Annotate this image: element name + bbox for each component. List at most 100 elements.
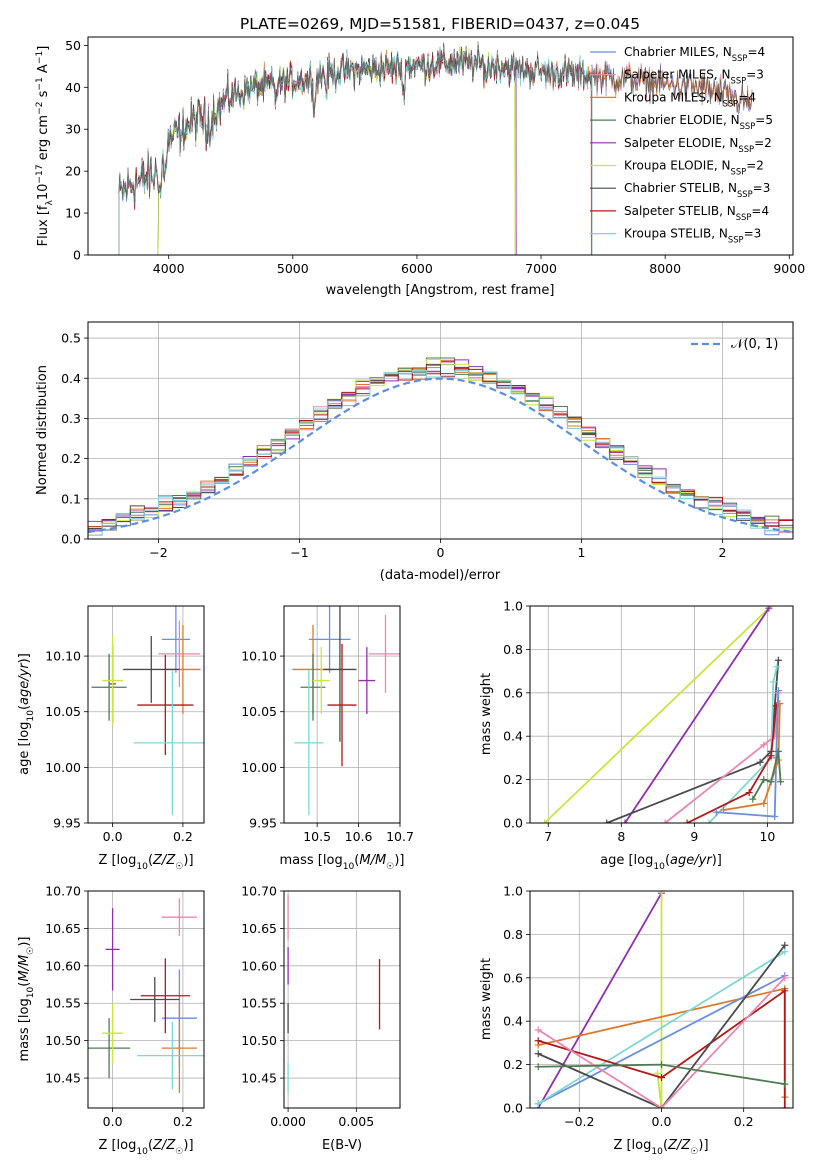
x-tick-label: 10.7 [386, 829, 414, 844]
axes-frame [283, 890, 401, 1109]
histogram-kroupa-stelib [88, 369, 793, 539]
point-marker [776, 700, 784, 708]
x-tick-label: 0.000 [270, 1114, 306, 1129]
y-tick-label: 10.55 [45, 996, 81, 1011]
legend-entry-salpeter-miles: Salpeter MILES, NSSP=3 [624, 68, 764, 86]
x-tick-label: 0.005 [338, 1114, 374, 1129]
y-tick-label: 0.5 [61, 331, 81, 346]
y-axis-label-mass-vs-z: mass [log10(M/M☉)] [17, 937, 36, 1062]
axes-age-vs-mass: 10.5 10.6 10.7 9.95 10.00 10.05 10.10 mass [log… [241, 605, 414, 872]
x-tick-label: 10.5 [303, 829, 331, 844]
point-marker [781, 941, 789, 949]
point-marker [769, 678, 777, 686]
plot-area-mass-vs-ebv [284, 891, 400, 1108]
y-tick-label: 0.8 [503, 642, 523, 657]
x-axis-label-spectrum: wavelength [Angstrom, rest frame] [326, 283, 555, 298]
plot-area-mass-vs-z [88, 891, 204, 1108]
legend-entry-chabrier-stelib: Chabrier STELIB, NSSP=3 [624, 181, 770, 199]
point-marker [603, 819, 611, 823]
point-marker [658, 1061, 665, 1069]
y-tick-label: 10.00 [241, 760, 277, 775]
figure-title: PLATE=0269, MJD=51581, FIBERID=0437, z=0… [240, 15, 640, 33]
legend-entry-kroupa-miles: Kroupa MILES, NSSP=4 [624, 90, 756, 108]
axes-mass-weight-vs-age: 7 8 9 10 0.0 0.2 0.4 0.6 0.8 1.0 age [log10(age/yr… [479, 599, 794, 872]
x-tick-label: 4000 [153, 261, 185, 276]
y-tick-label: 0.4 [61, 371, 81, 386]
y-tick-label: 1.0 [503, 599, 523, 614]
point-marker [774, 687, 782, 695]
y-tick-label: 10.60 [45, 958, 81, 973]
x-tick-label: 9 [690, 829, 698, 844]
legend-entry-chabrier-miles: Chabrier MILES, NSSP=4 [624, 45, 765, 63]
x-tick-label: 0 [437, 545, 445, 560]
line-kroupa-stelib [708, 666, 778, 823]
y-axis-label-weight-vs-age: mass weight [479, 673, 494, 755]
y-tick-label: 10.05 [45, 704, 81, 719]
y-tick-label: 10.10 [45, 649, 81, 664]
y-tick-label: 10.50 [45, 1033, 81, 1048]
axes-spectrum: 4000 5000 6000 7000 8000 9000 0 10 20 30 40 50 Chabr… [35, 36, 805, 298]
x-tick-label: 1 [578, 545, 586, 560]
y-tick-label: 0.2 [503, 772, 523, 787]
x-axis-label-age-vs-z: Z [log10(Z/Z☉)] [98, 853, 193, 872]
y-tick-label: 10.10 [241, 649, 277, 664]
spectrum-data-line [118, 49, 753, 206]
point-marker [781, 1080, 789, 1088]
y-tick-label: 10.05 [241, 704, 277, 719]
plot-area-age-vs-z [88, 606, 204, 823]
x-tick-label: 0.0 [103, 829, 123, 844]
y-tick-label: 0.0 [61, 532, 81, 547]
legend-entry-salpeter-stelib: Salpeter STELIB, NSSP=4 [624, 204, 769, 222]
x-tick-label: 10.6 [345, 829, 373, 844]
y-tick-label: 10.50 [241, 1033, 277, 1048]
y-tick-label: 0.6 [503, 970, 523, 985]
line-kroupa-elodie [656, 891, 663, 1108]
point-marker [760, 799, 768, 807]
y-axis-label-age-vs-z: age [log10(age/yr)] [17, 653, 36, 775]
legend-entry-kroupa-elodie: Kroupa ELODIE, NSSP=2 [624, 159, 764, 177]
point-marker [771, 812, 779, 820]
y-tick-label: 0.2 [61, 451, 81, 466]
point-marker [705, 819, 713, 823]
x-tick-label: 0.2 [173, 1114, 193, 1129]
x-tick-label: 6000 [401, 261, 433, 276]
y-axis-label-weight-vs-z: mass weight [479, 958, 494, 1040]
line-kroupa-stelib [537, 950, 786, 1105]
spectrum-model-kroupa-stelib [118, 47, 593, 255]
y-tick-label: 0.4 [503, 1014, 523, 1029]
legend-entry-salpeter-elodie: Salpeter ELODIE, NSSP=2 [624, 136, 772, 154]
point-marker [745, 789, 753, 797]
point-marker [774, 656, 782, 664]
line-kroupa-elodie [543, 606, 772, 823]
x-tick-label: 7000 [525, 261, 557, 276]
x-tick-label: 0.2 [734, 1114, 754, 1129]
y-tick-label: 0.0 [503, 816, 523, 831]
point-marker [683, 819, 691, 823]
point-marker [781, 974, 789, 982]
legend-entry-kroupa-stelib: Kroupa STELIB, NSSP=3 [624, 227, 761, 245]
plot-area-mass-weight-vs-z [530, 891, 793, 1108]
axes-frame [87, 36, 794, 256]
x-tick-label: 9000 [773, 261, 805, 276]
x-tick-label: 8000 [649, 261, 681, 276]
axes-age-vs-z: 0.0 0.2 9.95 10.00 10.05 10.10 Z [log10(Z/Z☉)]… [17, 605, 205, 872]
y-tick-label: 10.70 [241, 884, 277, 899]
y-tick-label: 10.45 [45, 1071, 81, 1086]
y-tick-label: 9.95 [249, 816, 277, 831]
line-salpeter-miles [537, 977, 786, 1108]
y-tick-label: 50 [65, 38, 81, 53]
point-marker [774, 747, 782, 755]
y-tick-label: 0.6 [503, 685, 523, 700]
y-tick-label: 0.1 [61, 491, 81, 506]
y-tick-label: 10.65 [241, 921, 277, 936]
point-marker [534, 1050, 542, 1058]
y-tick-label: 0.8 [503, 927, 523, 942]
point-marker [781, 948, 789, 956]
point-marker [534, 1100, 542, 1108]
axes-mass-weight-vs-z: −0.2 0.0 0.2 0.0 0.2 0.4 0.6 0.8 1.0 Z [log10(Z/Z… [479, 884, 794, 1157]
axes-frame [87, 605, 205, 824]
y-tick-label: 10.00 [45, 760, 81, 775]
point-marker [658, 891, 665, 895]
x-tick-label: 5000 [277, 261, 309, 276]
